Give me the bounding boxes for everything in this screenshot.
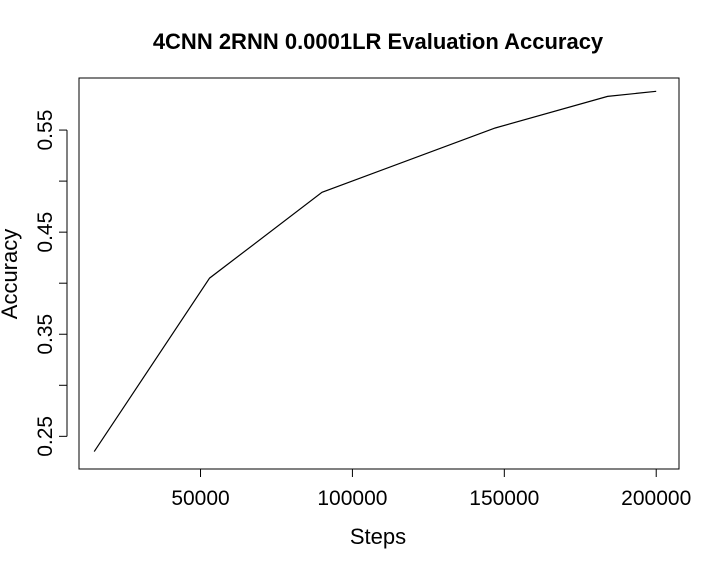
x-tick-label: 50000 bbox=[171, 487, 229, 510]
plot-box bbox=[78, 77, 680, 470]
x-axis-label: Steps bbox=[350, 524, 406, 549]
y-axis-label: Accuracy bbox=[0, 229, 22, 319]
x-axis: 50000 100000 150000 200000 bbox=[171, 469, 691, 510]
x-tick-label: 150000 bbox=[469, 487, 539, 510]
x-tick-label: 200000 bbox=[621, 487, 691, 510]
y-tick-label: 0.25 bbox=[34, 416, 57, 457]
y-tick-label: 0.45 bbox=[34, 212, 57, 253]
y-axis: 0.25 0.35 0.45 0.55 bbox=[34, 110, 68, 457]
x-tick-label: 100000 bbox=[317, 487, 387, 510]
chart-title: 4CNN 2RNN 0.0001LR Evaluation Accuracy bbox=[153, 29, 604, 54]
y-tick-label: 0.55 bbox=[34, 110, 57, 151]
series-line bbox=[93, 90, 657, 452]
y-tick-label: 0.35 bbox=[34, 314, 57, 355]
